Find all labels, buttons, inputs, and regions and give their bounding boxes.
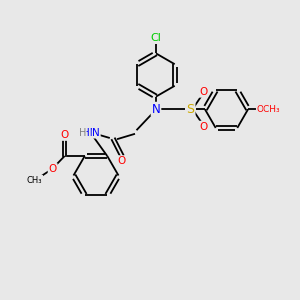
Text: H: H — [79, 128, 86, 138]
Text: O: O — [199, 122, 207, 132]
Text: N: N — [152, 103, 160, 116]
Text: S: S — [187, 103, 194, 116]
Text: O: O — [118, 156, 126, 166]
Text: OCH₃: OCH₃ — [257, 105, 280, 114]
Text: HN: HN — [82, 128, 98, 138]
Text: CH₃: CH₃ — [27, 176, 42, 184]
Text: O: O — [199, 87, 207, 97]
Text: N: N — [92, 128, 100, 138]
Text: Cl: Cl — [151, 33, 161, 43]
Text: O: O — [61, 130, 69, 140]
Text: O: O — [49, 164, 57, 174]
